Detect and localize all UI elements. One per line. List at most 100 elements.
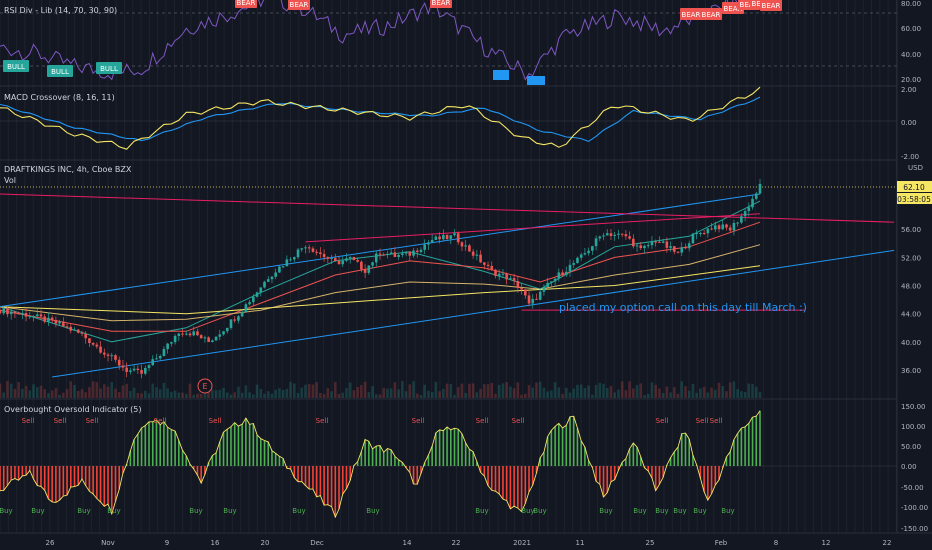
candle-body [680,247,684,253]
bull-signal-badge [3,60,29,72]
volume-bar [371,386,374,398]
candle-body [88,338,91,343]
volume-bar [367,392,371,398]
candle-body [192,331,196,336]
bear-signal-label: BEAR [702,11,721,19]
candle-body [449,235,453,239]
candle-body [345,258,348,261]
volume-bar [632,388,635,398]
earnings-marker-icon[interactable] [197,378,213,394]
candle-body [293,257,296,260]
trendline[interactable] [52,249,895,378]
candle-body [564,271,568,276]
time-axis-label: 11 [576,539,585,547]
time-axis-label: 2021 [513,539,531,547]
bear-signal-badge [700,8,722,20]
candle-body [35,314,39,316]
volume-bar [412,381,415,398]
candle-body [497,273,501,276]
candle-body [654,241,657,243]
sell-signal: Sell [656,417,669,425]
candle-body [184,333,188,335]
bear-signal-badge [430,0,452,8]
buy-signal: Buy [292,507,305,515]
volume-bar [285,388,289,398]
volume-bar [523,393,527,398]
candle-body [252,296,255,303]
volume-bar [516,382,520,398]
candle-body [438,236,441,240]
hidden-bull-badge [527,76,545,85]
candle-body [661,241,665,243]
candle-body [494,269,497,276]
volume-bar [0,383,2,398]
candle-body [412,250,415,256]
volume-bar [240,392,244,398]
oscillator-pane[interactable]: Overbought Oversold Indicator (5) Sell Se… [0,405,897,519]
price-scale[interactable]: 80.00 60.00 40.00 20.00 2.00 0.00 -2.00 56.00 52… [896,0,932,533]
volume-bar [527,385,531,398]
oscillator-scale-tick: -50.00 [901,484,924,492]
time-labels: 26 Nov 9 16 20 Dec 14 22 2021 11 25 Feb 8 12 22 [46,539,892,547]
volume-bar [62,392,65,398]
volume-bar [300,387,304,398]
buy-signal: Buy [655,507,668,515]
candle-body [598,236,602,239]
candle-body [650,241,654,246]
volume-bar [620,381,624,398]
price-scale-background [897,0,932,533]
price-scale-tick: 44.00 [901,311,921,319]
volume-bar [136,393,140,398]
volume-bar [106,386,110,398]
volume-bar [546,391,549,398]
candle-body [516,281,520,288]
macd-signal-line [0,96,761,143]
candle-body [9,311,13,315]
trade-annotation[interactable]: placed my option call on this day till M… [559,301,807,314]
volume-bar [747,383,751,398]
volume-bar [643,394,646,398]
volume-label: Vol [4,176,16,185]
sell-signal: Sell [22,417,35,425]
candle-body [546,282,549,287]
candle-body [84,333,87,339]
candle-body [632,238,635,247]
volume-bar [356,386,359,398]
candle-body [170,342,173,344]
candle-body [162,349,166,356]
buy-signal: Buy [0,507,13,515]
volume-bar [281,389,285,398]
candle-body [106,354,110,356]
time-axis[interactable]: 26 Nov 9 16 20 Dec 14 22 2021 11 25 Feb 8 12 22 [0,532,932,550]
candle-body [13,311,17,314]
volume-bar [605,388,609,398]
price-pane[interactable]: DRAFTKINGS INC, 4h, Cboe BZX Vol placed … [0,165,897,398]
volume-bar [598,382,602,398]
volume-bar [121,385,125,398]
volume-bar [635,385,639,398]
candle-body [58,321,61,324]
candle-body [635,245,639,247]
volume-bar [6,381,9,398]
macd-pane[interactable]: MACD Crossover (8, 16, 11) [0,86,897,150]
volume-bar [143,390,147,398]
buy-signal: Buy [521,507,534,515]
time-axis-label: 25 [646,539,655,547]
candle-body [740,216,743,223]
volume-bar [278,388,281,398]
candle-body [307,247,311,249]
candle-body [721,224,725,230]
trendline[interactable] [305,213,761,243]
candle-body [483,262,486,265]
buy-signal: Buy [693,507,706,515]
volume-bar [21,388,24,398]
candle-body [103,352,106,355]
volume-bar [654,384,657,398]
rsi-scale-tick: 40.00 [901,51,921,59]
time-axis-label: 14 [403,539,412,547]
volume-bar [699,388,702,398]
rsi-pane[interactable]: RSI Div - Lib (14, 70, 30, 90) BULL BULL B… [0,0,897,85]
candle-body [225,327,229,332]
